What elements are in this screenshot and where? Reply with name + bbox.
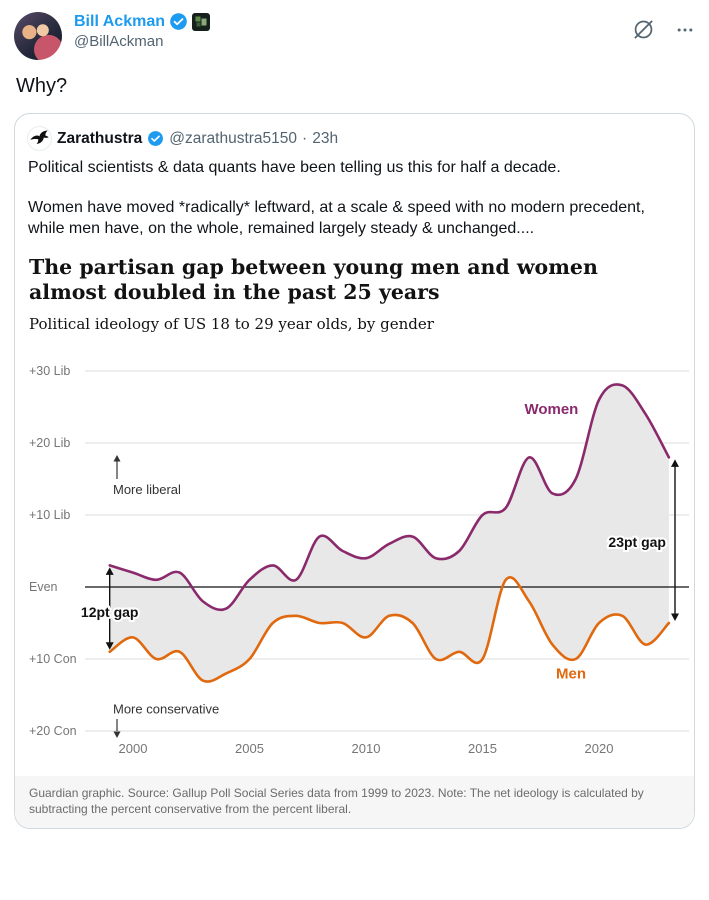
- chart-header: The partisan gap between young men and w…: [15, 243, 694, 332]
- more-conservative-arrowhead: [113, 731, 121, 738]
- chart-plot-area: +30 Lib +20 Lib +10 Lib Even +10 Con +20 Con 2…: [15, 343, 694, 768]
- gap-end-arrowhead-top: [671, 458, 679, 467]
- more-conservative-label: More conservative: [113, 701, 219, 716]
- y-tick-label: +20 Lib: [29, 436, 70, 450]
- y-tick-label: +10 Con: [29, 652, 77, 666]
- tweet-actions: [632, 12, 695, 41]
- gap-end-label: 23pt gap: [608, 534, 666, 550]
- author-handle: @BillAckman: [74, 33, 164, 50]
- quoted-tweet-card[interactable]: Zarathustra @zarathustra5150 · 23h Polit…: [14, 113, 695, 829]
- x-tick-label: 2015: [468, 741, 497, 756]
- chart-subtitle: Political ideology of US 18 to 29 year o…: [29, 314, 434, 333]
- quote-timestamp: 23h: [312, 129, 339, 147]
- x-tick-label: 2005: [235, 741, 264, 756]
- y-tick-label: +30 Lib: [29, 364, 70, 378]
- x-tick-label: 2010: [352, 741, 381, 756]
- affiliate-badge-icon[interactable]: [192, 12, 210, 31]
- quote-author-name[interactable]: Zarathustra: [57, 129, 143, 147]
- women-label: Women: [524, 401, 578, 418]
- chart-media[interactable]: The partisan gap between young men and w…: [15, 243, 694, 828]
- x-tick-label: 2000: [119, 741, 148, 756]
- author-names: Bill Ackman @BillAckman: [74, 12, 632, 50]
- tweet-header: Bill Ackman @BillAckman: [14, 12, 695, 60]
- y-tick-label: +10 Lib: [29, 508, 70, 522]
- more-icon[interactable]: [675, 20, 695, 40]
- quote-author-handle: @zarathustra5150: [169, 129, 298, 147]
- ideology-chart-svg: +30 Lib +20 Lib +10 Lib Even +10 Con +20 Con 2…: [29, 364, 689, 756]
- tweet: Bill Ackman @BillAckman Why?: [14, 12, 695, 829]
- women-line: [108, 382, 671, 611]
- quote-header: Zarathustra @zarathustra5150 · 23h: [15, 114, 694, 151]
- more-liberal-label: More liberal: [113, 481, 181, 496]
- x-tick-label: 2020: [585, 741, 614, 756]
- quote-avatar[interactable]: [27, 126, 52, 151]
- more-liberal-arrowhead: [113, 454, 121, 462]
- quote-paragraph: Political scientists & data quants have …: [28, 159, 561, 176]
- y-tick-label: +20 Con: [29, 724, 77, 738]
- chart-source-note: Guardian graphic. Source: Gallup Poll So…: [15, 775, 694, 828]
- gap-end-arrowhead-bottom: [671, 613, 679, 621]
- quote-verified-badge-icon: [147, 130, 164, 147]
- quote-separator-dot: ·: [302, 129, 308, 147]
- gap-start-arrowhead-top: [105, 566, 114, 575]
- gap-area: [109, 384, 669, 682]
- author-avatar[interactable]: [14, 12, 62, 60]
- gap-start-label: 12pt gap: [81, 604, 139, 620]
- grok-icon[interactable]: [632, 18, 655, 41]
- men-label: Men: [556, 665, 586, 682]
- gap-start-arrowhead-bottom: [105, 641, 114, 650]
- men-line: [108, 575, 671, 683]
- tweet-text: Why?: [16, 75, 68, 97]
- chart-title: The partisan gap between young men and w…: [29, 255, 598, 304]
- author-name[interactable]: Bill Ackman: [74, 12, 165, 30]
- y-tick-label: Even: [29, 580, 58, 594]
- quote-paragraph: Women have moved *radically* leftward, a…: [28, 198, 645, 237]
- verified-badge-icon: [169, 12, 188, 31]
- quote-text: Political scientists & data quants have …: [15, 151, 694, 239]
